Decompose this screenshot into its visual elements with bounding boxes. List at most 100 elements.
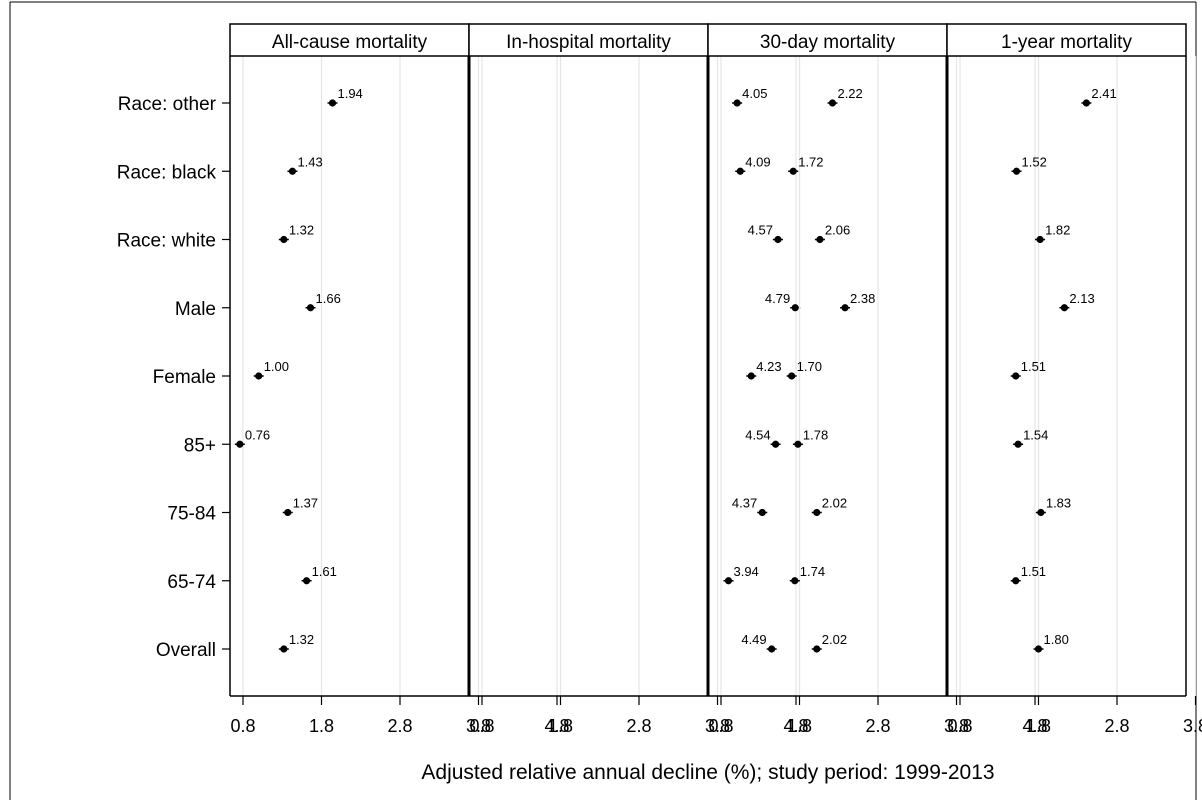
data-label: 1.32 [289, 632, 314, 647]
data-label: 1.70 [797, 359, 822, 374]
data-label: 4.49 [741, 632, 766, 647]
data-label: 0.76 [245, 427, 270, 442]
data-point [768, 645, 776, 653]
x-tick-label: 0.8 [230, 716, 255, 736]
data-point [1037, 508, 1045, 517]
data-label: 1.82 [1045, 223, 1070, 238]
data-label: 1.72 [798, 154, 823, 169]
data-label: 4.37 [732, 496, 757, 511]
x-tick-label: 4.8 [544, 716, 569, 736]
x-tick-label: 1.8 [548, 716, 573, 736]
panel-title: 30-day mortality [760, 32, 896, 53]
data-point [1082, 99, 1090, 107]
data-label: 4.05 [742, 86, 767, 101]
data-point [306, 304, 315, 312]
y-category-label: Race: other [118, 94, 217, 115]
data-point [828, 99, 837, 107]
data-point [724, 577, 733, 585]
data-label: 4.54 [745, 427, 770, 442]
data-point [280, 235, 288, 244]
data-point [733, 99, 741, 107]
data-label: 2.02 [822, 496, 847, 511]
data-point [1012, 167, 1021, 175]
x-axis-title: Adjusted relative annual decline (%); st… [421, 761, 994, 784]
data-label: 1.52 [1022, 154, 1047, 169]
panel-2: In-hospital mortality 0.8 1.8 2.8 3.8 4.8 4.05… [467, 23, 809, 736]
data-label: 4.23 [756, 359, 781, 374]
data-label: 1.51 [1021, 564, 1046, 579]
data-point [791, 304, 799, 312]
data-label: 2.41 [1091, 86, 1116, 101]
plot-area: All-cause mortality 0.8 1.8 2.8 3.8 4.8 1.94 1.… [117, 23, 1202, 736]
data-label: 1.32 [289, 223, 314, 238]
data-label: 4.57 [748, 223, 773, 238]
data-label: 1.00 [264, 359, 289, 374]
panel-4: 1-year mortality 0.8 1.8 2.8 3.8 4.8 2.41 1.52 1… [945, 23, 1202, 736]
data-label: 1.74 [800, 564, 825, 579]
data-point [736, 167, 744, 175]
data-label: 2.22 [837, 86, 862, 101]
y-axis: Race: other Race: black Race: white Male Fem… [117, 94, 230, 661]
x-tick-label: 3.8 [944, 716, 969, 736]
x-tick-label: 3.8 [466, 716, 491, 736]
data-point [1036, 235, 1044, 244]
y-category-label: 75-84 [167, 504, 216, 525]
data-label: 1.83 [1046, 496, 1071, 511]
x-tick-label: 4.8 [783, 716, 808, 736]
y-category-label: Female [153, 367, 216, 388]
data-label: 1.37 [293, 496, 318, 511]
data-label: 2.06 [825, 223, 850, 238]
data-point [758, 508, 766, 517]
data-label: 4.79 [765, 291, 790, 306]
x-tick-label: 1.8 [309, 716, 334, 736]
y-category-label: 65-74 [167, 572, 216, 593]
data-point [255, 372, 263, 380]
data-label: 1.54 [1023, 427, 1048, 442]
data-label: 1.94 [337, 86, 362, 101]
data-label: 2.02 [822, 632, 847, 647]
y-category-label: Race: white [117, 231, 216, 252]
data-label: 1.78 [803, 427, 828, 442]
data-point [747, 372, 755, 380]
panel-title: 1-year mortality [1001, 32, 1132, 53]
x-tick-label: 1.8 [787, 716, 812, 736]
x-tick-label: 0.8 [947, 716, 972, 736]
y-category-label: Male [175, 299, 216, 320]
x-tick-label: 1.8 [1026, 716, 1051, 736]
data-point [791, 577, 799, 585]
x-tick-label: 0.8 [708, 716, 733, 736]
data-label: 1.66 [316, 291, 341, 306]
data-point [1012, 372, 1020, 380]
data-point [236, 440, 244, 448]
y-category-label: 85+ [184, 435, 216, 456]
data-point [302, 577, 311, 585]
data-point [284, 508, 292, 517]
x-tick-label: 3.8 [1183, 716, 1202, 736]
x-tick-label: 2.8 [626, 716, 651, 736]
data-point [789, 167, 797, 175]
data-point [280, 645, 288, 653]
data-point [788, 372, 796, 380]
data-label: 1.43 [297, 154, 322, 169]
data-point [794, 440, 802, 448]
panel-1: All-cause mortality 0.8 1.8 2.8 3.8 4.8 1.94 1.… [229, 23, 570, 736]
x-tick-label: 2.8 [865, 716, 890, 736]
x-tick-label: 3.8 [705, 716, 730, 736]
data-label: 4.09 [745, 154, 770, 169]
data-label: 2.38 [850, 291, 875, 306]
x-tick-label: 4.8 [1022, 716, 1047, 736]
data-label: 2.13 [1069, 291, 1094, 306]
data-point [841, 304, 849, 312]
data-label: 1.61 [312, 564, 337, 579]
data-point [1014, 440, 1022, 448]
data-point [1034, 645, 1043, 653]
data-point [813, 508, 821, 517]
data-label: 3.94 [733, 564, 758, 579]
panel-title: In-hospital mortality [506, 32, 671, 53]
data-point [328, 99, 337, 107]
y-category-label: Overall [156, 640, 216, 661]
data-label: 1.51 [1021, 359, 1046, 374]
data-label: 1.80 [1044, 632, 1069, 647]
data-point [1012, 577, 1020, 585]
